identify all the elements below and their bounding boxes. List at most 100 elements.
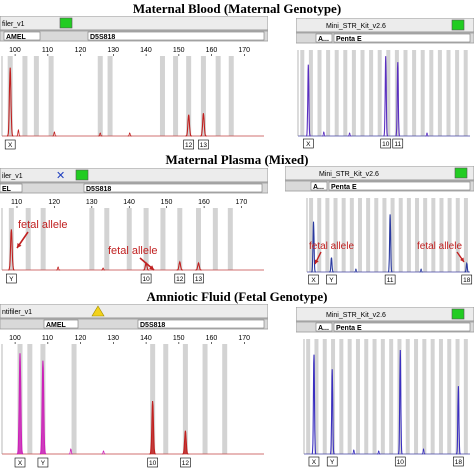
allele-bin [447, 339, 452, 454]
noise-peak [376, 450, 381, 455]
peak-1 [305, 64, 311, 137]
annotation-arrowhead [314, 259, 319, 264]
tick-label: 120 [48, 199, 60, 206]
allele-label: 10 [397, 459, 405, 466]
tick-label: 170 [236, 199, 248, 206]
allele-bin [372, 339, 377, 454]
allele-bin [366, 198, 371, 272]
status-ok-icon [59, 17, 73, 29]
allele-bin [447, 198, 452, 272]
noise-peak [101, 450, 106, 455]
allele-bin [308, 50, 313, 136]
allele-bin [215, 56, 221, 136]
allele-bin [349, 198, 354, 272]
peak-3 [200, 113, 207, 137]
electropherogram-amniotic-left: ntifiler_v1 AMEL D5S818 100 110 120 130 140 150 1… [0, 304, 268, 468]
allele-bin [343, 50, 348, 136]
allele-bin [325, 198, 330, 272]
tick-label: 100 [9, 47, 21, 54]
electropherogram-blood-right: Mini_STR_Kit_v2.6 A... Penta E X 10 11 [296, 18, 474, 149]
marker-label: A... [318, 325, 329, 332]
marker-box [0, 183, 23, 193]
allele-bin [351, 50, 356, 136]
allele-label: X [18, 460, 23, 467]
marker-box [333, 322, 471, 332]
allele-bin [326, 50, 331, 136]
tick-label: 130 [107, 47, 119, 54]
peak-2 [39, 360, 47, 455]
marker-box [3, 31, 41, 41]
allele-label: 18 [455, 459, 463, 466]
allele-bin [431, 198, 436, 272]
allele-bin [430, 339, 435, 454]
marker-label: Penta E [336, 36, 362, 43]
allele-bin [389, 339, 394, 454]
section-title-maternal-plasma: Maternal Plasma (Mixed) [165, 152, 309, 167]
kit-bar [296, 18, 474, 33]
marker-box [328, 181, 471, 191]
allele-bin [163, 344, 169, 454]
allele-label: 12 [185, 142, 193, 149]
marker-box [310, 181, 328, 191]
marker-box [87, 31, 265, 41]
noise-peak [322, 131, 326, 137]
allele-label: Y [9, 276, 14, 283]
tick-label: 110 [42, 47, 53, 54]
allele-label: 10 [149, 460, 157, 467]
status-ok-icon [454, 167, 468, 179]
allele-label: 11 [394, 141, 401, 148]
tick-label: 160 [206, 47, 218, 54]
allele-bin [420, 50, 425, 136]
allele-bin [8, 208, 14, 270]
marker-box [137, 319, 265, 329]
peak-1 [6, 67, 14, 137]
section-title-maternal-blood: Maternal Blood (Maternal Genotype) [132, 1, 342, 16]
marker-bar [0, 318, 268, 330]
allele-label: X [312, 459, 317, 466]
kit-label: Mini_STR_Kit_v2.6 [326, 312, 386, 319]
peak-1 [8, 229, 15, 271]
allele-bin [25, 208, 31, 270]
allele-bin [200, 56, 206, 136]
annotation-arrowhead [460, 257, 464, 262]
allele-label-box [198, 139, 209, 150]
fetal-allele-annotation: fetal allele [417, 241, 462, 252]
allele-label: 13 [195, 276, 203, 283]
kit-bar [0, 168, 268, 183]
status-ok-icon [451, 19, 465, 31]
marker-label: D5S818 [90, 34, 115, 41]
noise-peak [127, 132, 132, 137]
allele-label: X [311, 277, 316, 284]
kit-label: Mini_STR_Kit_v2.6 [319, 171, 379, 178]
allele-label: Y [41, 460, 46, 467]
allele-bin [390, 198, 395, 272]
fetal-allele-annotation: fetal allele [18, 219, 68, 231]
section-title-amniotic-fluid: Amniotic Fluid (Fetal Genotype) [146, 289, 328, 304]
allele-bin [437, 50, 442, 136]
marker-label: AMEL [46, 322, 67, 329]
peak-3 [387, 214, 393, 273]
allele-label-box [461, 274, 473, 285]
allele-bin [455, 198, 460, 272]
allele-label-box [147, 457, 158, 468]
allele-label-box [326, 274, 337, 285]
allele-label-box [6, 273, 17, 284]
allele-label: 13 [200, 142, 208, 149]
peak-2 [329, 369, 335, 455]
tick-label: 130 [107, 335, 119, 342]
allele-bin [27, 344, 33, 454]
annotation-arrowhead [149, 265, 154, 270]
peak-4 [464, 261, 469, 273]
allele-label: X [8, 142, 13, 149]
kit-bar [0, 16, 268, 31]
marker-box [83, 183, 263, 193]
allele-bin [333, 198, 338, 272]
noise-peak [52, 131, 57, 137]
kit-bar [285, 166, 474, 181]
kit-label: iler_v1 [2, 173, 23, 180]
allele-bin [126, 208, 132, 270]
allele-label-box [453, 456, 464, 467]
kit-bar [0, 304, 268, 319]
allele-label: 18 [463, 277, 471, 284]
allele-bin [446, 50, 451, 136]
